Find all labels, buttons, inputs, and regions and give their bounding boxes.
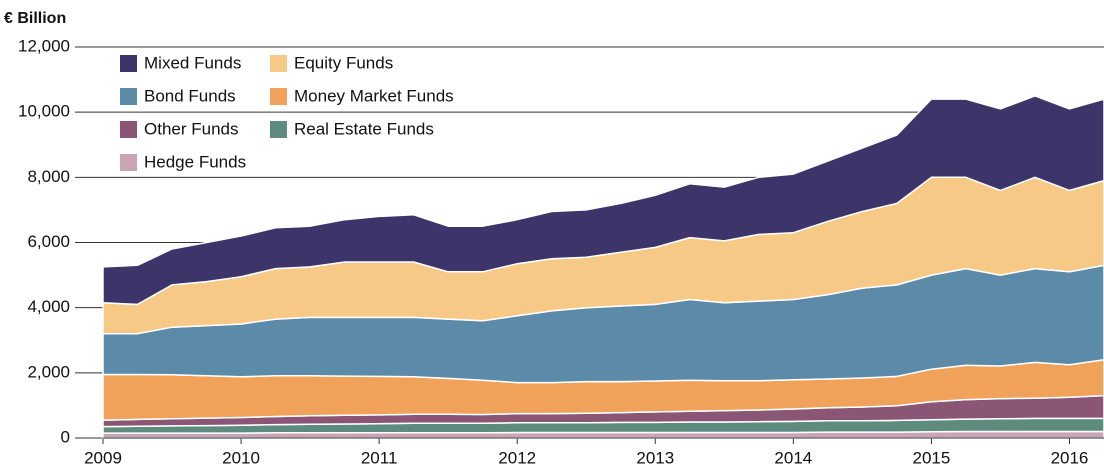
y-tick-label: 6,000 xyxy=(27,232,70,251)
x-tick-label: 2013 xyxy=(636,448,674,467)
x-tick-label: 2015 xyxy=(912,448,950,467)
legend-label: Equity Funds xyxy=(294,53,393,72)
x-tick-label: 2010 xyxy=(222,448,260,467)
legend-label: Hedge Funds xyxy=(144,152,246,171)
legend-label: Bond Funds xyxy=(144,86,236,105)
x-tick-label: 2011 xyxy=(361,448,398,467)
legend-swatch xyxy=(270,88,287,105)
legend-swatch xyxy=(120,154,137,171)
y-tick-label: 4,000 xyxy=(27,297,70,316)
y-axis-label: € Billion xyxy=(4,10,66,27)
legend-label: Real Estate Funds xyxy=(294,119,434,138)
legend-swatch xyxy=(270,55,287,72)
legend-swatch xyxy=(270,121,287,138)
legend-swatch xyxy=(120,121,137,138)
legend-label: Money Market Funds xyxy=(294,86,454,105)
x-tick-label: 2012 xyxy=(498,448,536,467)
legend-swatch xyxy=(120,55,137,72)
legend-label: Other Funds xyxy=(144,119,239,138)
area xyxy=(102,95,1104,306)
y-tick-label: 2,000 xyxy=(27,362,70,381)
legend-label: Mixed Funds xyxy=(144,53,241,72)
legend-swatch xyxy=(120,88,137,105)
y-tick-label: 0 xyxy=(61,427,70,446)
y-tick-label: 8,000 xyxy=(27,167,70,186)
y-tick-label: 12,000 xyxy=(18,36,70,55)
x-tick-label: 2016 xyxy=(1051,448,1089,467)
x-tick-label: 2009 xyxy=(84,448,122,467)
y-tick-label: 10,000 xyxy=(18,102,70,121)
x-tick-label: 2014 xyxy=(774,448,812,467)
